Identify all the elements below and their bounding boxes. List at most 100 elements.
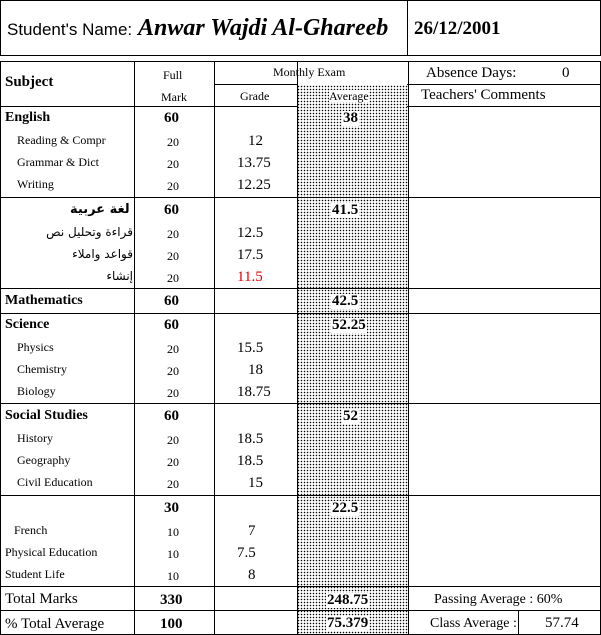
grid-line xyxy=(0,288,601,289)
sub-subject-name: Geography xyxy=(17,453,71,467)
grid-line xyxy=(407,84,601,85)
sub-subject-full-mark: 10 xyxy=(167,525,179,539)
subject-average: 41.5 xyxy=(331,202,360,218)
average-header: Average xyxy=(329,89,369,103)
sub-subject-name: Physics xyxy=(17,340,54,354)
sub-subject-name: Student Life xyxy=(5,567,65,581)
sub-subject-full-mark: 20 xyxy=(167,477,179,491)
sub-subject-grade: 17.5 xyxy=(237,247,264,263)
absence-days-value: 0 xyxy=(562,65,570,81)
grid-line xyxy=(0,197,601,198)
sub-subject-grade: 7.5 xyxy=(237,545,256,561)
subject-full-mark: 60 xyxy=(164,408,179,424)
grid-line xyxy=(0,0,1,55)
sub-subject-name: History xyxy=(17,431,53,445)
total-average: 248.75 xyxy=(326,592,370,608)
subject-average: 22.5 xyxy=(331,500,360,516)
passing-average: Passing Average : 60% xyxy=(434,592,563,607)
subject-average: 52 xyxy=(342,408,359,424)
grid-line xyxy=(518,610,519,635)
sub-subject-name: French xyxy=(14,523,48,537)
class-average-value: 57.74 xyxy=(545,615,579,631)
sub-subject-grade: 13.75 xyxy=(237,155,271,171)
grid-line xyxy=(0,106,297,107)
sub-subject-grade: 11.5 xyxy=(237,269,263,285)
subject-name: Science xyxy=(5,317,50,332)
sub-subject-name: قواعد واملاء xyxy=(72,247,133,261)
sub-subject-full-mark: 20 xyxy=(167,179,179,193)
subject-average: 52.25 xyxy=(331,317,367,333)
sub-subject-name: Civil Education xyxy=(17,475,93,489)
grid-line xyxy=(0,586,601,587)
sub-subject-full-mark: 20 xyxy=(167,433,179,447)
sub-subject-grade: 15 xyxy=(248,475,263,491)
total-full-mark: 330 xyxy=(160,592,183,608)
grid-line xyxy=(408,61,409,635)
sub-subject-full-mark: 20 xyxy=(167,227,179,241)
sub-subject-grade: 15.5 xyxy=(237,340,264,356)
grid-line xyxy=(0,0,601,1)
class-average-label: Class Average : xyxy=(430,616,517,631)
subject-name: لغة عربية xyxy=(70,202,130,217)
sub-subject-grade: 18.5 xyxy=(237,453,264,469)
sub-subject-name: Grammar & Dict xyxy=(17,155,99,169)
full-mark-header-2: Mark xyxy=(161,90,187,104)
monthly-exam-header: Monthly Exam xyxy=(273,65,346,79)
report-date: 26/12/2001 xyxy=(414,18,501,39)
grid-line xyxy=(0,495,601,496)
grid-line xyxy=(0,61,601,62)
subject-full-mark: 60 xyxy=(164,202,179,218)
sub-subject-full-mark: 20 xyxy=(167,271,179,285)
sub-subject-grade: 12 xyxy=(248,133,263,149)
subject-full-mark: 60 xyxy=(164,317,179,333)
percent-full-mark: 100 xyxy=(160,616,183,632)
grid-line xyxy=(0,61,1,635)
grid-line xyxy=(407,106,601,107)
absence-days-label: Absence Days: xyxy=(426,65,517,81)
sub-subject-full-mark: 20 xyxy=(167,342,179,356)
sub-subject-name: Writing xyxy=(17,177,54,191)
grid-line xyxy=(214,84,297,85)
sub-subject-full-mark: 20 xyxy=(167,386,179,400)
sub-subject-grade: 18.5 xyxy=(237,431,264,447)
average-column-shading xyxy=(297,85,408,635)
sub-subject-grade: 7 xyxy=(248,523,256,539)
student-name-label: Student's Name: xyxy=(7,20,133,39)
sub-subject-full-mark: 20 xyxy=(167,455,179,469)
grid-line xyxy=(0,403,601,404)
grid-line xyxy=(0,313,601,314)
teachers-comments-header: Teachers' Comments xyxy=(421,87,546,103)
grid-line xyxy=(214,61,215,635)
sub-subject-full-mark: 20 xyxy=(167,364,179,378)
grid-line xyxy=(134,61,135,635)
sub-subject-full-mark: 10 xyxy=(167,569,179,583)
sub-subject-name: إنشاء xyxy=(106,269,133,283)
subject-name: English xyxy=(5,110,51,125)
student-name: Anwar Wajdi Al-Ghareeb xyxy=(138,15,389,41)
sub-subject-full-mark: 20 xyxy=(167,135,179,149)
sub-subject-full-mark: 10 xyxy=(167,547,179,561)
grid-line xyxy=(407,0,408,55)
grid-line xyxy=(0,55,601,56)
subject-average: 42.5 xyxy=(331,293,360,309)
grade-header: Grade xyxy=(240,89,270,103)
sub-subject-grade: 8 xyxy=(248,567,256,583)
sub-subject-grade: 18 xyxy=(248,362,263,378)
subject-average: 38 xyxy=(342,110,359,126)
sub-subject-name: Chemistry xyxy=(17,362,67,376)
subject-name: Social Studies xyxy=(5,408,88,423)
grid-line xyxy=(0,610,601,611)
subject-full-mark: 30 xyxy=(164,500,179,516)
sub-subject-name: Physical Education xyxy=(5,545,98,559)
subject-full-mark: 60 xyxy=(164,293,179,309)
percent-total-label: % Total Average xyxy=(5,616,105,632)
sub-subject-grade: 12.5 xyxy=(237,225,264,241)
subject-full-mark: 60 xyxy=(164,110,179,126)
full-mark-header: Full xyxy=(163,68,183,82)
subject-name: Mathematics xyxy=(5,293,83,308)
grid-line xyxy=(297,61,298,635)
sub-subject-full-mark: 20 xyxy=(167,157,179,171)
sub-subject-grade: 18.75 xyxy=(237,384,271,400)
sub-subject-name: Reading & Compr xyxy=(17,133,106,147)
total-marks-label: Total Marks xyxy=(5,591,78,607)
